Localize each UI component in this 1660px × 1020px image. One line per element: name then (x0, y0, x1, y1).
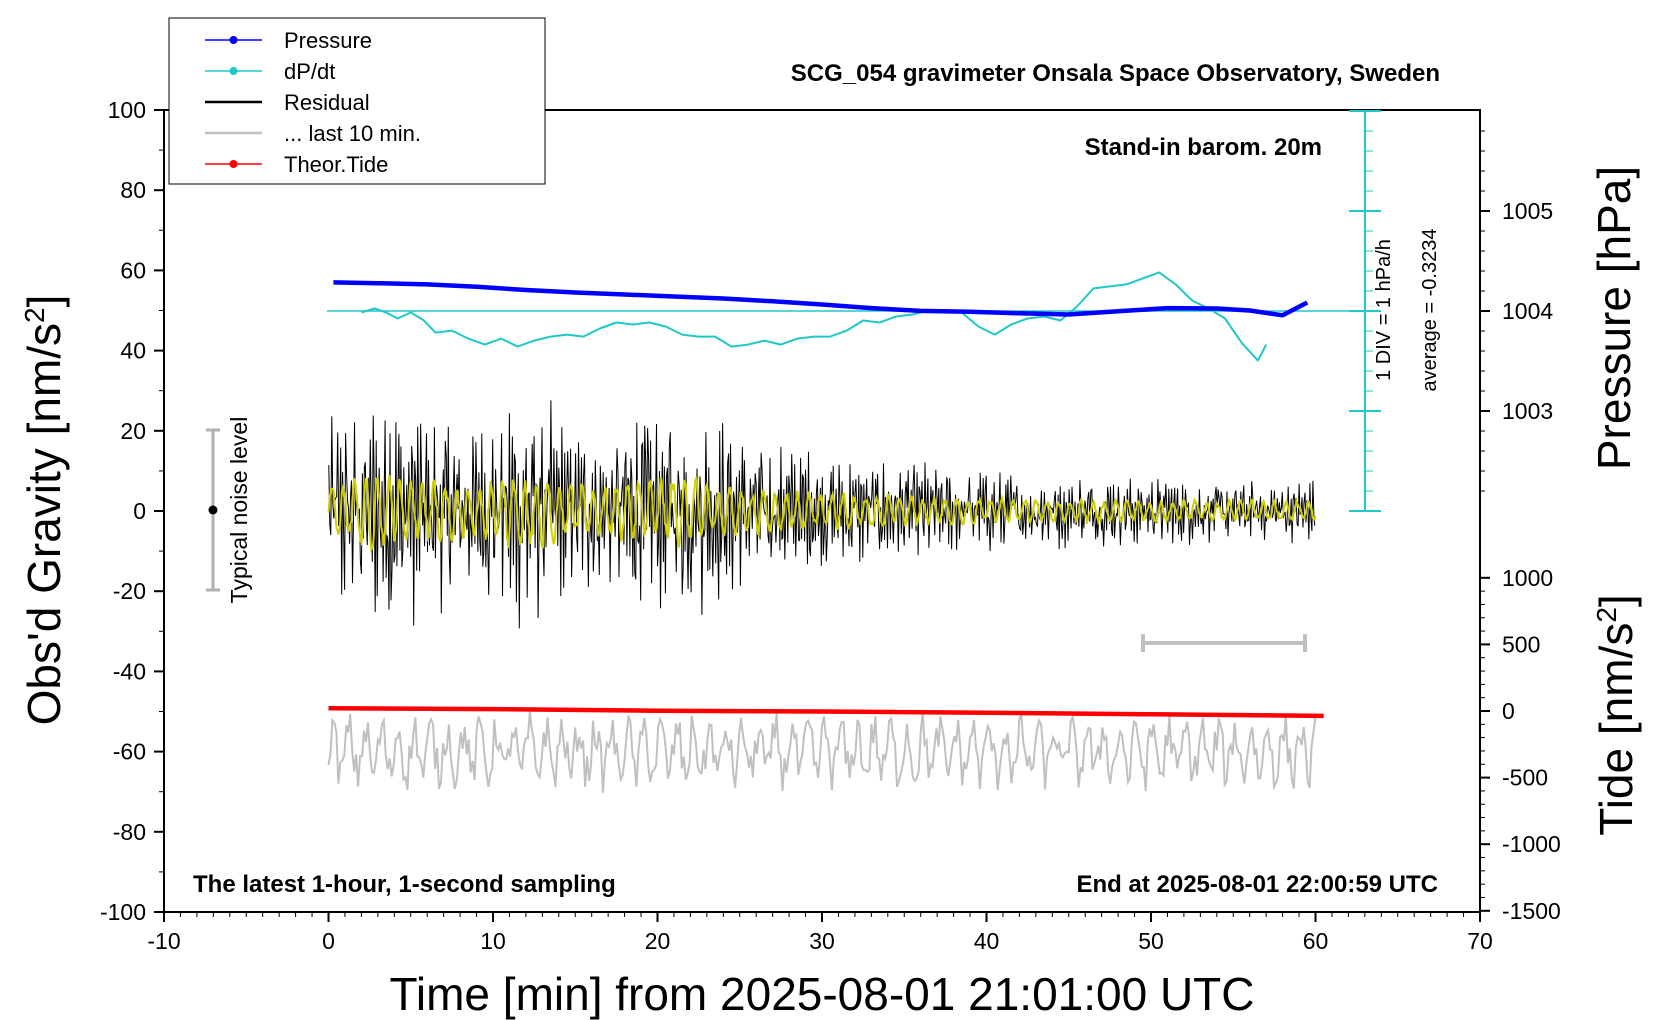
x-tick-label: 0 (322, 928, 335, 954)
y-tick-label: -20 (113, 578, 146, 604)
series-layer (327, 271, 1324, 793)
tide-tick-label: 0 (1502, 698, 1515, 724)
y-axis-title-close: ] (18, 295, 70, 308)
legend-marker (229, 67, 238, 75)
legend-label: Residual (284, 90, 370, 115)
tide-tick-label: 1000 (1502, 565, 1553, 591)
tide-axis-title: Tide [nm/s2] (1590, 594, 1642, 835)
x-tick-label: 50 (1138, 928, 1164, 954)
legend-label: ... last 10 min. (284, 121, 421, 146)
y-tick-label: 60 (120, 257, 146, 283)
y-tick-label: 0 (133, 498, 146, 524)
y-axis-title-main: Obs'd Gravity [nm/s (18, 323, 70, 725)
pressure-axis: 1005 1004 1003 (1480, 130, 1553, 492)
x-axis-title: Time [min] from 2025-08-01 21:01:00 UTC (390, 968, 1255, 1020)
chart-title: SCG_054 gravimeter Onsala Space Observat… (791, 60, 1440, 87)
y-tick-label: 80 (120, 177, 146, 203)
noise-level-label: Typical noise level (226, 417, 252, 604)
y-tick-label: -100 (100, 899, 146, 925)
x-axis: -10 0 10 20 30 40 50 60 70 (147, 912, 1493, 954)
y-tick-label: -60 (113, 739, 146, 765)
pressure-tick-label: 1003 (1502, 398, 1553, 424)
x-tick-label: -10 (147, 928, 180, 954)
x-tick-label: 70 (1467, 928, 1493, 954)
residual-smoothed-line (327, 475, 1317, 554)
dpdt-line (361, 271, 1268, 362)
sampling-annotation: The latest 1-hour, 1-second sampling (193, 871, 616, 898)
x-tick-label: 10 (480, 928, 506, 954)
y-axis-title-sup: 2 (19, 307, 50, 323)
x-tick-label: 30 (809, 928, 835, 954)
y-tick-label: 100 (108, 97, 146, 123)
tide-tick-label: 500 (1502, 631, 1540, 657)
theoretical-tide-line (328, 706, 1324, 719)
legend-marker (229, 160, 238, 168)
tide-axis-title-sup: 2 (1591, 607, 1622, 623)
noise-level-marker (206, 428, 220, 592)
tide-tick-label: -1500 (1502, 898, 1561, 924)
end-time-annotation: End at 2025-08-01 22:00:59 UTC (1077, 871, 1439, 898)
tide-tick-label: -500 (1502, 765, 1548, 791)
tide-axis-title-close: ] (1590, 594, 1642, 607)
y-tick-label: 20 (120, 418, 146, 444)
y-tick-label: 40 (120, 338, 146, 364)
legend-label: dP/dt (284, 59, 335, 84)
y-axis-title: Obs'd Gravity [nm/s2] (18, 295, 70, 726)
legend-label: Pressure (284, 28, 372, 53)
y-tick-label: -40 (113, 658, 146, 684)
x-tick-label: 60 (1303, 928, 1329, 954)
tide-tick-label: -1000 (1502, 831, 1561, 857)
x-tick-label: 20 (645, 928, 671, 954)
y-axis: 100 80 60 40 20 0 -20 -40 -60 -80 -100 (100, 97, 164, 925)
pressure-tick-label: 1005 (1502, 198, 1553, 224)
average-label: average = -0.3234 (1419, 229, 1441, 392)
legend: Pressure dP/dt Residual ... last 10 min. The… (168, 17, 546, 185)
pressure-line (333, 280, 1309, 318)
tide-axis-title-main: Tide [nm/s (1590, 623, 1642, 836)
legend-marker (229, 36, 238, 44)
y-tick-label: -80 (113, 819, 146, 845)
div-label: 1 DIV = 1 hPa/h (1373, 239, 1395, 381)
pressure-tick-label: 1004 (1502, 298, 1553, 324)
legend-label: Theor.Tide (284, 152, 388, 177)
tide-axis: 1000 500 0 -500 -1000 -1500 (1480, 565, 1561, 924)
pressure-axis-title: Pressure [hPa] (1588, 166, 1640, 470)
last-10-min-bar (1141, 634, 1307, 652)
last-10-min-line (327, 711, 1317, 793)
barometer-annotation: Stand-in barom. 20m (1085, 134, 1322, 161)
x-tick-label: 40 (974, 928, 1000, 954)
